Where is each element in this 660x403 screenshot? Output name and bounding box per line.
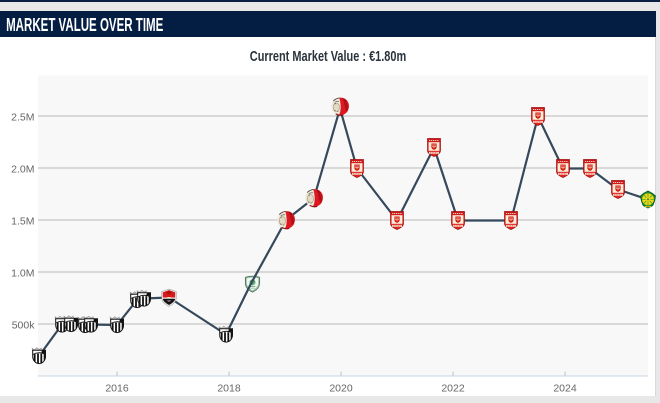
- svg-text:2.5M: 2.5M: [11, 112, 34, 124]
- svg-text:2016: 2016: [105, 383, 129, 395]
- svg-text:500k: 500k: [12, 320, 36, 332]
- svg-text:1.0M: 1.0M: [11, 268, 34, 280]
- svg-text:2024: 2024: [553, 383, 577, 395]
- svg-text:2.0M: 2.0M: [11, 164, 34, 176]
- svg-text:2022: 2022: [441, 383, 465, 395]
- svg-text:2020: 2020: [329, 383, 353, 395]
- svg-text:1.5M: 1.5M: [11, 216, 34, 228]
- svg-text:2018: 2018: [217, 383, 241, 395]
